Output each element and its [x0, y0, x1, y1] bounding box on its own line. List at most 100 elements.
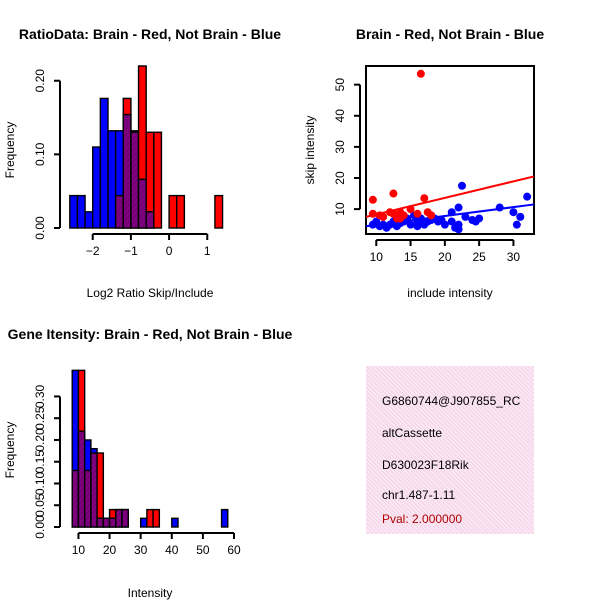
not-brain-bar: [171, 517, 179, 528]
brain-bar: [176, 194, 186, 229]
not-brain-bar: [84, 211, 94, 229]
y-tick-label: 30: [333, 140, 347, 154]
brain-bar: [214, 194, 224, 229]
intensity-histogram-xlabel: Intensity: [128, 586, 173, 600]
overlap-bar: [122, 113, 132, 229]
brain-bar: [146, 508, 154, 528]
gene-name: D630023F18Rik: [382, 458, 469, 472]
event-type: altCassette: [382, 426, 443, 440]
not-brain-point: [509, 208, 518, 217]
brain-point: [413, 209, 422, 218]
y-tick-label: 0.00: [33, 216, 47, 240]
not-brain-point: [516, 212, 525, 221]
brain-point: [368, 209, 377, 218]
brain-bar: [152, 508, 161, 528]
x-tick-label: 15: [404, 250, 418, 264]
brain-point: [389, 209, 398, 218]
x-tick-label: 40: [165, 543, 179, 557]
brain-bar: [122, 97, 132, 116]
brain-point: [406, 205, 415, 214]
not-brain-bar: [107, 130, 117, 229]
x-tick-label: 30: [134, 543, 148, 557]
x-tick-label: 10: [370, 250, 384, 264]
x-tick-label: −2: [86, 244, 100, 258]
x-tick-label: 0: [166, 244, 173, 258]
y-tick-label: 0.10: [33, 471, 47, 495]
overlap-bar: [83, 469, 92, 528]
brain-point: [420, 194, 429, 203]
intensity-histogram: Gene Itensity: Brain - Red, Not Brain - …: [3, 326, 293, 600]
not-brain-point: [512, 220, 521, 229]
y-tick-label: 0.05: [33, 493, 47, 517]
y-tick-label: 50: [333, 78, 347, 92]
x-tick-label: 20: [103, 543, 117, 557]
not-brain-bar: [69, 194, 79, 229]
overlap-bar: [77, 430, 86, 528]
not-brain-point: [454, 203, 463, 212]
overlap-bar: [121, 508, 129, 528]
overlap-bar: [130, 131, 140, 229]
not-brain-point: [523, 192, 532, 201]
not-brain-point: [413, 222, 422, 231]
y-tick-label: 40: [333, 109, 347, 123]
chromosome-location: chr1.487-1.11: [382, 488, 456, 502]
not-brain-bar: [76, 194, 86, 229]
intensity-histogram-ylabel: Frequency: [3, 422, 17, 479]
not-brain-point: [437, 216, 446, 224]
ratio-histogram-xlabel: Log2 Ratio Skip/Include: [87, 286, 214, 300]
brain-point: [416, 69, 425, 78]
x-tick-label: 30: [507, 250, 521, 264]
brain-bar: [96, 452, 105, 519]
y-tick-label: 0.20: [33, 428, 47, 452]
not-brain-point: [406, 220, 415, 229]
x-tick-label: 20: [438, 250, 452, 264]
not-brain-bar: [99, 97, 109, 229]
overlap-bar: [145, 211, 155, 229]
y-tick-label: 0.10: [33, 142, 47, 166]
not-brain-point: [447, 208, 456, 217]
not-brain-point: [447, 217, 456, 226]
brain-bar: [137, 65, 147, 181]
brain-point: [389, 189, 398, 198]
ratio-histogram-ylabel: Frequency: [3, 122, 17, 179]
y-tick-label: 0.00: [33, 515, 47, 539]
scatter-xlabel: include intensity: [407, 286, 492, 300]
brain-bar: [153, 131, 163, 229]
ratio-histogram-title: RatioData: Brain - Red, Not Brain - Blue: [19, 26, 281, 42]
overlap-bar: [90, 452, 98, 528]
scatter-ylabel: skip intensity: [303, 116, 317, 185]
overlap-bar: [114, 194, 124, 229]
overlap-bar: [108, 517, 117, 528]
x-tick-label: 25: [472, 250, 486, 264]
scatter-plot-box: [365, 65, 535, 235]
not-brain-bar: [92, 146, 102, 229]
overlap-bar: [137, 178, 147, 229]
brain-point: [379, 212, 388, 221]
overlap-bar: [71, 469, 80, 528]
overlap-bar: [115, 508, 123, 528]
y-tick-label: 0.25: [33, 406, 47, 430]
not-brain-point: [454, 225, 463, 234]
not-brain-point: [461, 212, 470, 221]
ratio-histogram: RatioData: Brain - Red, Not Brain - Blue…: [3, 26, 281, 300]
x-tick-label: 10: [72, 543, 86, 557]
x-tick-label: 50: [196, 543, 210, 557]
brain-bar: [168, 194, 178, 229]
not-brain-point: [495, 203, 504, 212]
brain-bar: [108, 508, 117, 519]
intensity-histogram-title: Gene Itensity: Brain - Red, Not Brain - …: [8, 326, 293, 342]
x-tick-label: 60: [227, 543, 241, 557]
not-brain-point: [475, 214, 484, 223]
brain-point: [396, 214, 405, 223]
brain-bar: [145, 131, 155, 213]
overlap-bar: [102, 517, 111, 528]
overlap-bar: [96, 517, 105, 528]
x-tick-label: 1: [204, 244, 211, 258]
y-tick-label: 20: [333, 171, 347, 185]
not-brain-bar: [220, 508, 229, 528]
p-value: Pval: 2.000000: [382, 512, 463, 526]
x-tick-label: −1: [124, 244, 138, 258]
y-tick-label: 0.15: [33, 450, 47, 474]
not-brain-point: [458, 181, 466, 190]
